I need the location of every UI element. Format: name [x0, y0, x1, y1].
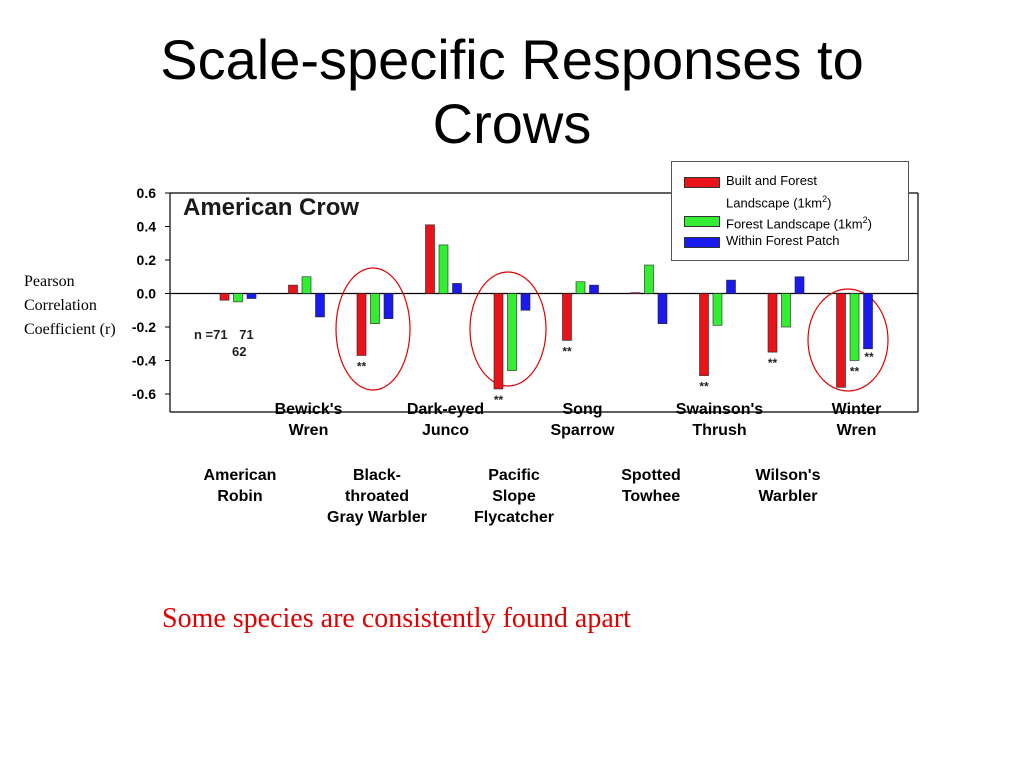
title-line-2: Crows — [432, 92, 592, 155]
bar — [425, 224, 435, 294]
y-tick-label: -0.2 — [132, 319, 156, 335]
bar — [301, 276, 312, 294]
bar — [726, 279, 736, 294]
legend-label-built-forest-line-1: Built and Forest — [726, 173, 818, 188]
bar — [781, 293, 791, 328]
y-tick-label: -0.6 — [132, 386, 156, 402]
bar — [438, 244, 449, 294]
bar — [356, 293, 367, 356]
significance-marker: ** — [699, 380, 709, 394]
significance-marker: ** — [768, 356, 778, 370]
significance-marker: ** — [494, 393, 504, 407]
sample-size-label: n =71 71 — [194, 327, 254, 342]
bar — [219, 293, 230, 301]
bar — [657, 293, 668, 324]
bar — [630, 292, 641, 294]
y-axis-label-line-1: Pearson — [24, 273, 75, 290]
legend-swatch-red — [684, 177, 720, 188]
highlight-ellipse — [469, 271, 547, 387]
legend-swatch-green — [684, 216, 720, 227]
bar — [507, 293, 517, 371]
bar — [644, 264, 654, 294]
legend-label-forest-landscape: Forest Landscape (1km2) — [726, 211, 872, 233]
bar — [849, 293, 860, 361]
y-tick-label: -0.4 — [132, 353, 156, 369]
bar — [836, 293, 846, 388]
y-tick-label: 0.2 — [137, 252, 157, 268]
chart-legend: Built and Forest Landscape (1km2) Forest… — [671, 161, 909, 261]
sample-size-text: n =71 — [194, 327, 228, 342]
legend-label-built-forest: Built and Forest Landscape (1km2) — [726, 172, 831, 212]
slide-note: Some species are consistently found apar… — [162, 603, 631, 634]
slide-title: Scale-specific Responses to Crows — [0, 28, 1024, 156]
bar — [370, 293, 380, 324]
legend-label-forest-landscape-end: ) — [867, 216, 872, 232]
significance-marker: ** — [357, 359, 367, 373]
y-tick-label: 0.4 — [137, 219, 157, 235]
y-tick-label: 0.6 — [137, 185, 157, 201]
bar — [288, 284, 298, 294]
bar — [575, 281, 586, 294]
bar — [233, 293, 243, 303]
bar — [246, 293, 257, 299]
bar — [589, 284, 599, 294]
legend-label-built-forest-line-2: Landscape (1km — [726, 195, 823, 211]
bar — [383, 293, 394, 319]
chart-title: American Crow — [183, 194, 360, 221]
bar — [562, 293, 572, 341]
title-line-1: Scale-specific Responses to — [160, 28, 864, 91]
bar — [767, 293, 778, 353]
bar — [794, 276, 805, 294]
legend-label-within-forest: Within Forest Patch — [726, 233, 840, 248]
bar — [699, 293, 709, 376]
highlight-ellipse — [335, 267, 411, 391]
bar — [712, 293, 723, 326]
significance-marker: ** — [850, 365, 860, 379]
bar — [863, 293, 873, 350]
legend-swatch-blue — [684, 237, 720, 248]
highlight-ellipse — [807, 288, 889, 392]
y-tick-label: 0.0 — [137, 286, 157, 302]
legend-label-built-forest-sup: 2 — [822, 194, 828, 204]
significance-marker: ** — [562, 344, 572, 358]
legend-label-built-forest-end: ) — [827, 195, 832, 211]
bar — [520, 293, 531, 311]
bar — [315, 293, 325, 318]
legend-label-forest-landscape-sup: 2 — [862, 215, 868, 225]
sample-size-value-2: 62 — [232, 344, 247, 359]
bar — [493, 293, 504, 390]
bar — [452, 283, 462, 294]
sample-size-value-1: 71 — [239, 327, 254, 342]
y-axis-label: Pearson Correlation Coefficient (r) — [24, 270, 116, 342]
y-axis-label-line-3: Coefficient (r) — [24, 321, 116, 338]
legend-label-forest-landscape-text: Forest Landscape (1km — [726, 216, 863, 232]
y-axis-label-line-2: Correlation — [24, 297, 97, 314]
significance-marker: ** — [864, 350, 874, 364]
